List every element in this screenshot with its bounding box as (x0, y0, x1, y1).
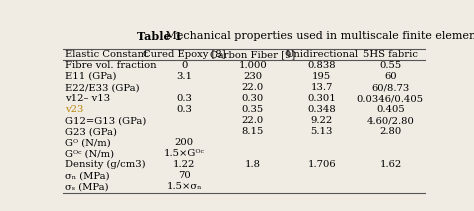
Text: 0: 0 (181, 61, 187, 70)
Text: E22/E33 (GPa): E22/E33 (GPa) (65, 83, 139, 92)
Text: 195: 195 (312, 72, 331, 81)
Text: 0.3: 0.3 (176, 94, 192, 103)
Text: G12=G13 (GPa): G12=G13 (GPa) (65, 116, 146, 125)
Text: 230: 230 (243, 72, 263, 81)
Text: G23 (GPa): G23 (GPa) (65, 127, 117, 136)
Text: 1.62: 1.62 (379, 160, 401, 169)
Text: 1.000: 1.000 (238, 61, 267, 70)
Text: 0.55: 0.55 (379, 61, 401, 70)
Text: 1.8: 1.8 (245, 160, 261, 169)
Text: 22.0: 22.0 (242, 116, 264, 125)
Text: σₛ (MPa): σₛ (MPa) (65, 183, 109, 191)
Text: 0.838: 0.838 (307, 61, 336, 70)
Text: Unidirectional: Unidirectional (285, 50, 358, 59)
Text: 0.405: 0.405 (376, 105, 405, 114)
Text: 1.706: 1.706 (307, 160, 336, 169)
Text: 9.22: 9.22 (310, 116, 333, 125)
Text: Gᴼᶜ (N/m): Gᴼᶜ (N/m) (65, 149, 114, 158)
Text: 70: 70 (178, 171, 191, 180)
Text: E11 (GPa): E11 (GPa) (65, 72, 116, 81)
Text: 1.5×σₙ: 1.5×σₙ (166, 183, 202, 191)
Text: 0.3: 0.3 (176, 105, 192, 114)
Text: Cured Epoxy [8]: Cured Epoxy [8] (143, 50, 226, 59)
Text: 60: 60 (384, 72, 397, 81)
Text: Density (g/cm3): Density (g/cm3) (65, 160, 146, 169)
Text: 0.0346/0.405: 0.0346/0.405 (357, 94, 424, 103)
Text: Carbon Fiber [9]: Carbon Fiber [9] (210, 50, 295, 59)
Text: 60/8.73: 60/8.73 (371, 83, 410, 92)
Text: σₙ (MPa): σₙ (MPa) (65, 171, 109, 180)
Text: Table 1: Table 1 (137, 31, 182, 42)
Text: 5.13: 5.13 (310, 127, 333, 136)
Text: 1.5×Gᴼᶜ: 1.5×Gᴼᶜ (164, 149, 205, 158)
Text: 0.301: 0.301 (307, 94, 336, 103)
Text: v23: v23 (65, 105, 83, 114)
Text: Mechanical properties used in multiscale finite element model: Mechanical properties used in multiscale… (162, 31, 474, 41)
Text: Elastic Constant: Elastic Constant (65, 50, 148, 59)
Text: 0.30: 0.30 (242, 94, 264, 103)
Text: 13.7: 13.7 (310, 83, 333, 92)
Text: 4.60/2.80: 4.60/2.80 (366, 116, 414, 125)
Text: Gᴼ (N/m): Gᴼ (N/m) (65, 138, 110, 147)
Text: v12– v13: v12– v13 (65, 94, 110, 103)
Text: 5HS fabric: 5HS fabric (363, 50, 418, 59)
Text: 22.0: 22.0 (242, 83, 264, 92)
Text: Fibre vol. fraction: Fibre vol. fraction (65, 61, 156, 70)
Text: 1.22: 1.22 (173, 160, 195, 169)
Text: 2.80: 2.80 (379, 127, 401, 136)
Text: 0.348: 0.348 (307, 105, 336, 114)
Text: 8.15: 8.15 (242, 127, 264, 136)
Text: 0.35: 0.35 (242, 105, 264, 114)
Text: 3.1: 3.1 (176, 72, 192, 81)
Text: 200: 200 (174, 138, 194, 147)
